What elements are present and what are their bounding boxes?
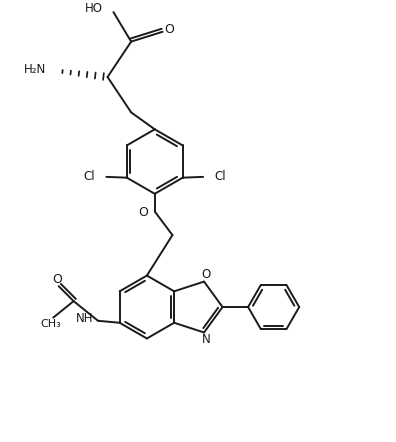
Text: O: O xyxy=(202,268,211,281)
Text: NH: NH xyxy=(76,312,93,324)
Text: O: O xyxy=(138,206,148,219)
Text: N: N xyxy=(202,333,210,346)
Text: HO: HO xyxy=(84,3,103,15)
Text: Cl: Cl xyxy=(84,170,95,183)
Text: Cl: Cl xyxy=(214,170,226,183)
Text: O: O xyxy=(164,23,174,36)
Text: O: O xyxy=(52,273,62,286)
Text: H₂N: H₂N xyxy=(24,63,46,76)
Text: CH₃: CH₃ xyxy=(41,319,62,329)
